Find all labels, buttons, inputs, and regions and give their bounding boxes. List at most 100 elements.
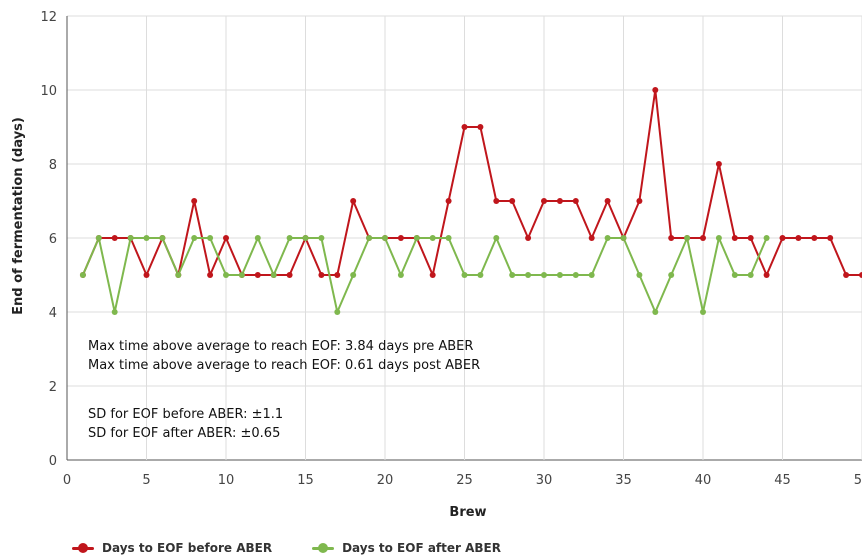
- data-point-before-aber: [207, 272, 214, 278]
- annotation-max-time-post: Max time above average to reach EOF: 0.6…: [88, 358, 481, 373]
- series-layer: [79, 87, 862, 315]
- data-point-before-aber: [223, 235, 229, 241]
- x-tick-label: 5: [142, 473, 150, 488]
- legend-item-before-aber[interactable]: Days to EOF before ABER: [72, 541, 272, 555]
- data-point-after-aber: [334, 309, 341, 315]
- data-point-before-aber: [747, 235, 754, 241]
- data-point-after-aber: [684, 235, 691, 241]
- data-point-before-aber: [556, 198, 563, 204]
- data-point-after-aber: [397, 272, 404, 278]
- data-point-before-aber: [493, 198, 500, 204]
- data-point-before-aber: [429, 272, 436, 278]
- data-point-after-aber: [652, 309, 659, 315]
- data-point-after-aber: [143, 235, 150, 241]
- data-point-before-aber: [572, 198, 579, 204]
- data-point-before-aber: [143, 272, 150, 278]
- data-point-before-aber: [588, 235, 595, 241]
- data-point-after-aber: [604, 235, 611, 241]
- series-line-after-aber: [81, 237, 768, 313]
- chart-legend: Days to EOF before ABER Days to EOF afte…: [72, 541, 501, 555]
- data-point-before-aber: [525, 235, 532, 241]
- data-point-before-aber: [350, 198, 357, 204]
- data-point-before-aber: [668, 235, 675, 241]
- data-point-after-aber: [350, 272, 357, 278]
- data-point-after-aber: [731, 272, 738, 278]
- x-axis-label: Brew: [449, 505, 486, 520]
- data-point-after-aber: [95, 235, 102, 241]
- data-point-after-aber: [223, 272, 229, 278]
- data-point-after-aber: [556, 272, 563, 278]
- x-tick-label: 45: [774, 473, 791, 488]
- data-point-after-aber: [207, 235, 214, 241]
- data-point-before-aber: [811, 235, 818, 241]
- data-point-before-aber: [334, 272, 341, 278]
- data-point-after-aber: [588, 272, 595, 278]
- data-point-after-aber: [254, 235, 261, 241]
- data-point-after-aber: [747, 272, 754, 278]
- data-point-before-aber: [763, 272, 770, 278]
- legend-item-after-aber[interactable]: Days to EOF after ABER: [312, 541, 501, 555]
- data-point-after-aber: [636, 272, 643, 278]
- data-point-after-aber: [445, 235, 452, 241]
- series-line-before-aber: [81, 89, 862, 276]
- data-point-after-aber: [79, 272, 86, 278]
- data-point-after-aber: [461, 272, 468, 278]
- annotation-max-time-pre: Max time above average to reach EOF: 3.8…: [88, 339, 474, 354]
- data-point-before-aber: [254, 272, 261, 278]
- y-tick-label: 0: [49, 454, 57, 469]
- x-tick-label: 0: [63, 473, 71, 488]
- data-point-before-aber: [318, 272, 325, 278]
- data-point-after-aber: [366, 235, 373, 241]
- data-point-after-aber: [191, 235, 198, 241]
- x-tick-label: 40: [695, 473, 712, 488]
- data-point-before-aber: [779, 235, 786, 241]
- data-point-after-aber: [286, 235, 293, 241]
- data-point-before-aber: [636, 198, 643, 204]
- annotation-sd: SD for EOF before ABER: ±1.1 SD for EOF …: [88, 405, 283, 443]
- data-point-before-aber: [541, 198, 547, 204]
- x-tick-label: 20: [377, 473, 394, 488]
- data-point-after-aber: [700, 309, 706, 315]
- x-tick-label: 10: [218, 473, 235, 488]
- legend-label-before-aber: Days to EOF before ABER: [102, 541, 273, 555]
- data-point-before-aber: [111, 235, 118, 241]
- y-tick-label: 8: [49, 158, 57, 173]
- annotation-sd-after: SD for EOF after ABER: ±0.65: [88, 426, 281, 441]
- data-point-after-aber: [763, 235, 770, 241]
- y-tick-label: 12: [40, 10, 57, 25]
- data-point-after-aber: [493, 235, 500, 241]
- annotation-max-time: Max time above average to reach EOF: 3.8…: [88, 337, 480, 375]
- legend-swatch-after-aber: [312, 542, 335, 554]
- data-point-after-aber: [429, 235, 436, 241]
- data-point-after-aber: [159, 235, 166, 241]
- data-point-after-aber: [302, 235, 309, 241]
- grid-lines: [66, 15, 862, 461]
- data-point-after-aber: [318, 235, 325, 241]
- y-tick-label: 2: [49, 380, 57, 395]
- y-tick-label: 10: [40, 84, 57, 99]
- annotation-sd-before: SD for EOF before ABER: ±1.1: [88, 407, 284, 422]
- data-point-before-aber: [715, 161, 722, 167]
- data-point-after-aber: [413, 235, 420, 241]
- axes: 0 2 4 6 8 10 12 0 5 10 15 20 25 30 35 40 45 50: [40, 10, 862, 488]
- data-point-after-aber: [668, 272, 675, 278]
- data-point-before-aber: [731, 235, 738, 241]
- data-point-before-aber: [843, 272, 850, 278]
- data-point-after-aber: [541, 272, 547, 278]
- data-point-after-aber: [525, 272, 532, 278]
- x-tick-label: 25: [456, 473, 473, 488]
- data-point-after-aber: [127, 235, 134, 241]
- data-point-before-aber: [509, 198, 516, 204]
- data-point-before-aber: [795, 235, 802, 241]
- data-point-after-aber: [509, 272, 516, 278]
- data-point-after-aber: [715, 235, 722, 241]
- x-tick-label: 30: [536, 473, 553, 488]
- data-point-before-aber: [604, 198, 611, 204]
- data-point-before-aber: [191, 198, 198, 204]
- y-axis-label: End of fermentation (days): [11, 117, 26, 315]
- data-point-after-aber: [477, 272, 484, 278]
- data-point-before-aber: [461, 124, 468, 130]
- data-point-before-aber: [286, 272, 293, 278]
- data-point-after-aber: [620, 235, 627, 241]
